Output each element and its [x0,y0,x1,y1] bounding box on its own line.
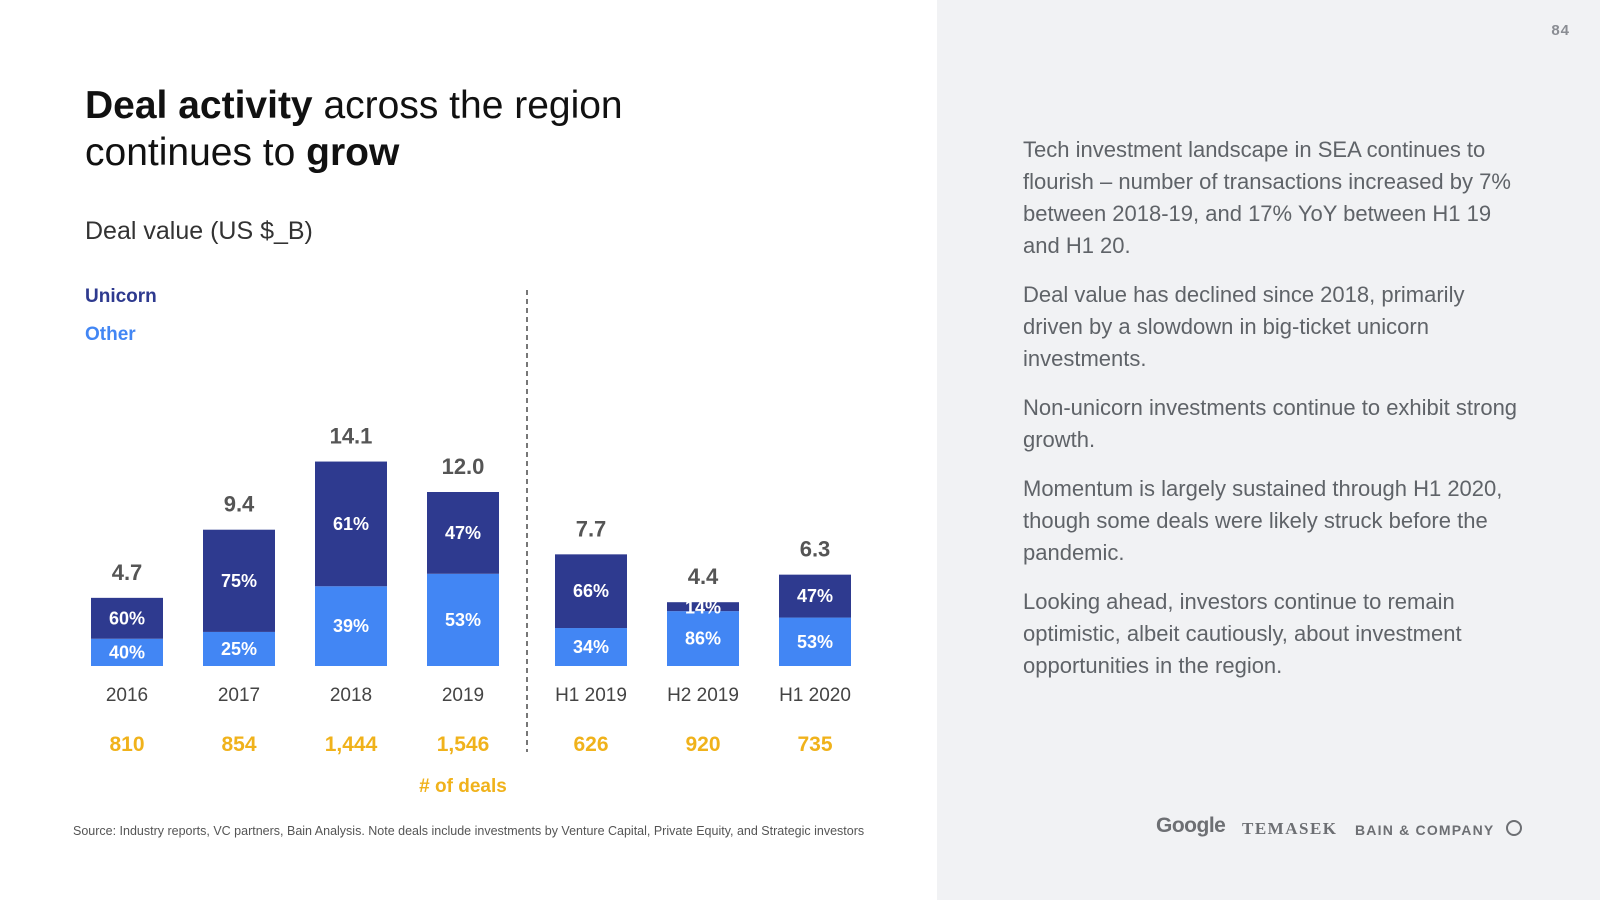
category-label: H1 2019 [555,685,627,706]
total-label: 7.7 [576,516,607,541]
label-unicorn-pct: 47% [797,586,833,606]
label-unicorn-pct: 75% [221,571,257,591]
label-unicorn-pct: 14% [685,598,721,618]
total-label: 14.1 [330,424,373,449]
commentary: Tech investment landscape in SEA continu… [1023,134,1523,699]
total-label: 4.4 [688,564,719,589]
bar-unicorn [667,602,739,612]
category-label: 2019 [442,685,484,706]
label-unicorn-pct: 66% [573,581,609,601]
right-panel [937,0,1600,900]
paragraph: Momentum is largely sustained through H1… [1023,476,1503,565]
deals-count: 626 [573,733,608,756]
page-title: Deal activity across the region continue… [85,82,765,176]
bar-other [779,617,851,666]
deals-count: 810 [109,733,144,756]
deals-count: 1,444 [325,733,378,756]
temasek-logo: TEMASEK [1242,819,1338,838]
source-note: Source: Industry reports, VC partners, B… [73,824,865,838]
category-label: 2018 [330,685,372,706]
label-unicorn-pct: 61% [333,514,369,534]
title-bold-1: Deal activity [85,84,313,127]
legend-unicorn: Unicorn [85,286,157,307]
label-other-pct: 25% [221,639,257,659]
deals-count: 920 [685,733,720,756]
paragraph: Deal value has declined since 2018, prim… [1023,282,1465,371]
paragraph: Tech investment landscape in SEA continu… [1023,137,1511,258]
bar-other [427,573,499,666]
bar-other [315,586,387,666]
label-unicorn-pct: 47% [445,523,481,543]
deals-count: 735 [797,733,832,756]
category-label: 2017 [218,685,260,706]
page-number: 84 [1551,22,1570,39]
total-label: 12.0 [442,454,485,479]
bar-other [91,638,163,666]
category-label: H1 2020 [779,685,851,706]
paragraph: Looking ahead, investors continue to rem… [1023,589,1462,678]
category-label: H2 2019 [667,685,739,706]
chart-subtitle: Deal value (US $_B) [85,217,313,245]
total-label: 6.3 [800,537,831,562]
title-rest-2: continues to [85,131,307,174]
deals-count: 1,546 [437,733,490,756]
category-label: 2016 [106,685,148,706]
bain-logo: BAIN & COMPANY [1355,822,1495,838]
total-label: 9.4 [224,492,255,517]
label-other-pct: 53% [797,632,833,652]
bain-mark-icon [1506,820,1522,836]
total-label: 4.7 [112,560,143,585]
label-other-pct: 53% [445,610,481,630]
deals-axis-label: # of deals [419,776,507,797]
label-other-pct: 40% [109,642,145,662]
google-logo: Google [1156,814,1226,837]
bar-unicorn [203,529,275,632]
paragraph: Non-unicorn investments continue to exhi… [1023,395,1518,452]
deal-value-chart: 40% 60% 4.7 2016 810 25% 75% 9.4 2017 854 39% 61% 14… [91,290,851,797]
legend-other: Other [85,324,136,345]
title-bold-2: grow [306,131,400,174]
label-other-pct: 39% [333,616,369,636]
deals-count: 854 [221,733,256,756]
bar-other [203,631,275,666]
bar-unicorn [315,461,387,587]
label-unicorn-pct: 60% [109,608,145,628]
bar-unicorn [779,574,851,618]
label-other-pct: 86% [685,629,721,649]
bar-unicorn [555,554,627,629]
bar-unicorn [427,492,499,574]
title-rest-1: across the region [312,84,623,127]
label-other-pct: 34% [573,637,609,657]
bar-unicorn [91,597,163,639]
bar-other [555,628,627,666]
bar-other [667,611,739,666]
